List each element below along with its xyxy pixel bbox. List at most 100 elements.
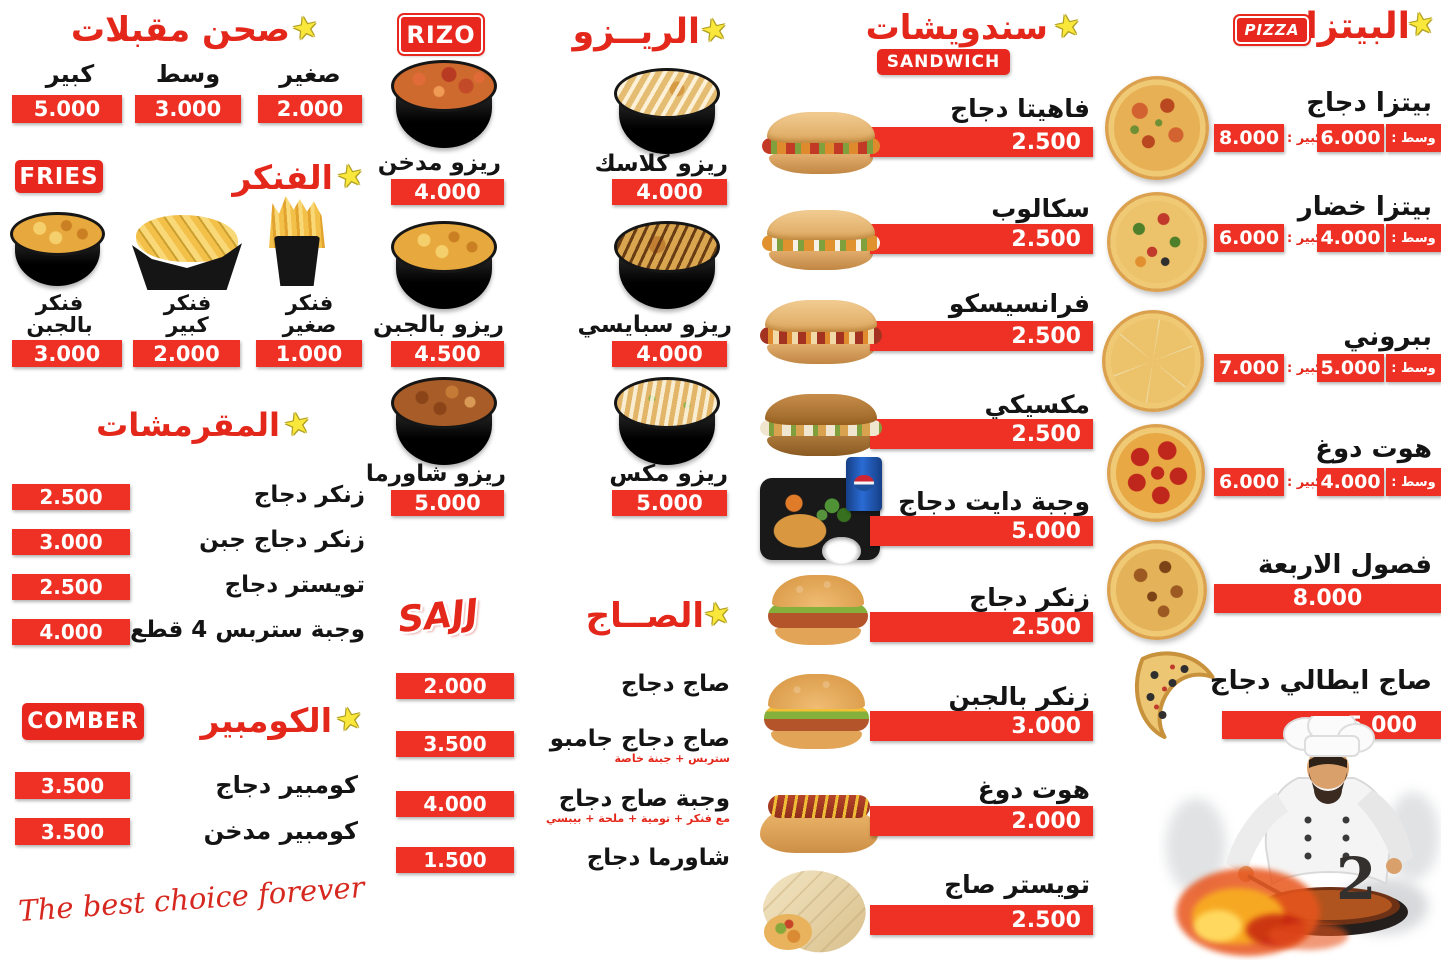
item-name: هوت دوغ <box>977 775 1090 804</box>
size-label-large: كبير : <box>1287 231 1323 246</box>
sajj-title: الصــاج <box>585 596 704 636</box>
item-name: مكسيكي <box>984 390 1091 419</box>
price-bar: 2.500 <box>870 127 1093 157</box>
pizza-title: البيتزا <box>1305 6 1410 47</box>
item-name: كومبير دجاج <box>215 771 358 799</box>
price-bar-large: 8.000 <box>1214 124 1284 152</box>
price-bar: 2.500 <box>870 905 1093 935</box>
size-label-medium: وسط : <box>1386 354 1441 382</box>
price-bar: 3.500 <box>15 818 130 845</box>
item-note: مع فنكر + تومية + ملحة + بيبسي <box>545 812 730 825</box>
appetizer-title: صحن مقبلات <box>70 10 290 50</box>
star-icon: ★ <box>1404 4 1439 45</box>
rizo-bowl-image <box>614 221 720 311</box>
size-label-medium: وسط : <box>1386 224 1441 252</box>
size-label-large: كبير : <box>1287 361 1323 376</box>
star-icon: ★ <box>333 156 368 197</box>
item-name: زنكر دجاج <box>253 482 365 508</box>
fries-cup-image <box>262 196 332 286</box>
pizza-image <box>1107 192 1207 292</box>
price-bar: 2.500 <box>12 484 130 510</box>
price-bar: 3.000 <box>12 529 130 555</box>
rizo-bowl-image <box>614 377 720 467</box>
price-bar: 4.000 <box>396 791 514 817</box>
item-name: بيتزا خضار <box>1297 192 1432 222</box>
chef-illustration <box>1166 716 1439 956</box>
price-bar-medium: 4.000 <box>1317 468 1384 496</box>
item-name: وجبة ستربس 4 قطع <box>130 617 365 643</box>
fries-tray-image <box>132 212 242 290</box>
item-name: فصول الاربعة <box>1257 550 1432 580</box>
fries-logo: FRIES <box>15 160 103 193</box>
price-bar: 4.000 <box>12 619 130 645</box>
star-icon: ★ <box>280 404 315 445</box>
size-label-medium: وسط : <box>1386 468 1441 496</box>
comber-logo: COMBER <box>22 703 144 740</box>
price-bar: 5.000 <box>391 490 504 516</box>
sandwich-image <box>762 112 880 174</box>
appetizer-size-medium: وسط <box>155 60 221 88</box>
appetizer-size-large: كبير <box>45 60 95 88</box>
star-icon: ★ <box>697 10 732 51</box>
item-name: شاورما دجاج <box>586 845 730 871</box>
sandwich-logo: SANDWICH <box>877 49 1010 75</box>
item-name: فرانسيسكو <box>948 289 1090 318</box>
item-name: فنكر صغير <box>282 291 337 338</box>
item-name: صاج ايطالي دجاج <box>1209 666 1432 696</box>
wrap-image <box>762 866 867 954</box>
crispy-title: المقرمشات <box>96 406 280 444</box>
item-name: فنكر بالجبن <box>26 291 93 338</box>
price-bar: 4.000 <box>612 179 727 205</box>
price-bar-large: 6.000 <box>1214 224 1284 252</box>
price-bar: 5.000 <box>12 95 122 123</box>
comber-title: الكومبير <box>200 701 332 740</box>
price-bar: 3.000 <box>135 95 241 123</box>
pizza-image <box>1107 424 1205 522</box>
pizza-image <box>1102 310 1204 412</box>
rizo-bowl-image <box>391 377 497 467</box>
item-name: وجبة دايت دجاج <box>898 487 1090 516</box>
item-name: ريزو سبايسي <box>577 312 732 338</box>
price-bar: 2.500 <box>870 419 1093 449</box>
item-name: ريزو كلاسك <box>594 151 728 177</box>
price-bar: 8.000 <box>1214 584 1441 613</box>
cheese-burger-image <box>764 674 869 749</box>
cheese-fries-image <box>10 212 105 288</box>
rizo-ar-title: الريــزو <box>572 12 700 52</box>
price-bar: 1.500 <box>396 847 514 873</box>
pizza-image <box>1105 76 1209 180</box>
rizo-bowl-image <box>391 221 497 311</box>
star-icon: ★ <box>1050 6 1085 47</box>
page-number: 2 <box>1336 845 1377 913</box>
star-icon: ★ <box>288 8 323 49</box>
item-name: زنكر دجاج جبن <box>199 527 365 553</box>
item-name: كومبير مدخن <box>203 817 358 845</box>
appetizer-size-small: صغير <box>279 60 341 88</box>
item-name: تويستر دجاج <box>224 572 365 598</box>
item-name: ريزو مكس <box>609 461 728 487</box>
price-bar-large: 6.000 <box>1214 468 1284 496</box>
italian-sajj-image <box>1134 651 1215 739</box>
item-name: ببروني <box>1343 322 1432 352</box>
price-bar: 2.000 <box>133 340 240 367</box>
item-name: تويستر صاج <box>944 870 1090 899</box>
size-label-large: كبير : <box>1287 475 1323 490</box>
hotdog-image <box>760 791 878 853</box>
item-name: ريزو بالجبن <box>372 312 504 338</box>
item-name: زنكر دجاج <box>969 583 1090 612</box>
price-bar: 5.000 <box>612 490 727 516</box>
item-name: فنكر كبير <box>163 291 212 338</box>
item-name: صاج دجاج <box>620 671 730 697</box>
price-bar: 3.500 <box>15 772 130 799</box>
sandwich-image <box>760 300 882 364</box>
star-icon: ★ <box>332 699 367 740</box>
pizza-logo: PIZZA <box>1235 16 1309 44</box>
price-bar: 2.500 <box>870 612 1093 642</box>
rizo-bowl-image <box>614 68 720 156</box>
price-bar: 3.000 <box>870 711 1093 741</box>
item-note: ستربس + جبنة خاصة <box>614 752 730 765</box>
item-name: فاهيتا دجاج <box>950 94 1090 123</box>
sandwich-image <box>760 394 882 456</box>
price-bar: 3.500 <box>396 731 514 757</box>
